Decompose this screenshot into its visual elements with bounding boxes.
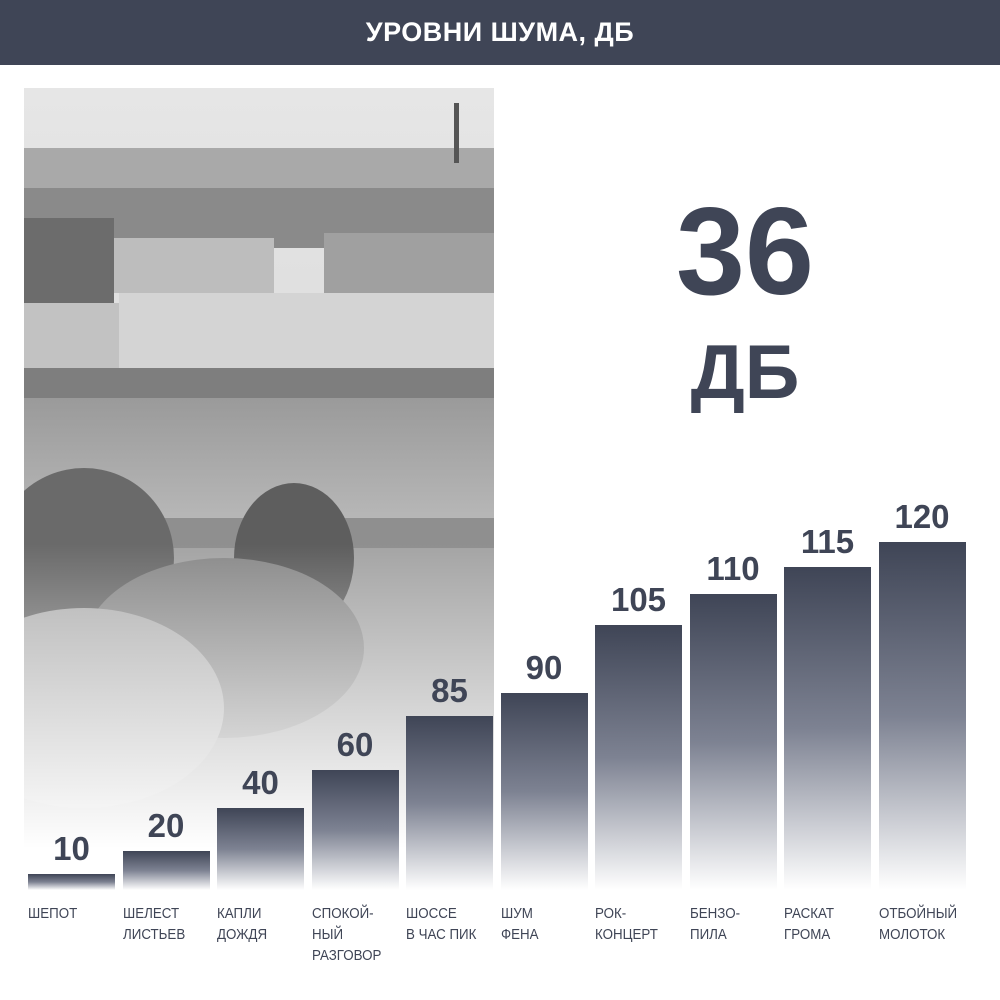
category-label-line: РАСКАТ	[784, 906, 835, 922]
value-label: 10	[53, 830, 90, 867]
value-label: 110	[706, 550, 760, 587]
category-label: БЕНЗО- ПИЛА	[690, 904, 782, 946]
value-label: 60	[336, 726, 374, 763]
page-title: УРОВНИ ШУМА, ДБ	[365, 17, 635, 47]
bar-9	[784, 567, 871, 890]
category-label: РАСКАТ ГРОМА	[784, 904, 876, 946]
category-label-line: ДОЖДЯ	[217, 927, 268, 943]
bar-5	[406, 716, 493, 890]
category-label-line: ГРОМА	[784, 927, 831, 943]
category-label-line: РАЗГОВОР	[311, 948, 381, 964]
category-label-line: ШОССЕ	[406, 906, 457, 922]
value-label: 40	[242, 764, 279, 801]
category-label: ШУМ ФЕНА	[501, 904, 593, 946]
value-label: 20	[147, 807, 185, 844]
category-label: РОК- КОНЦЕРТ	[595, 904, 687, 946]
bar-2	[122, 851, 210, 890]
highlight-unit: ДБ	[690, 330, 800, 415]
header-bar: УРОВНИ ШУМА, ДБ	[0, 0, 1000, 65]
bar-10	[878, 542, 966, 890]
category-label-line: В ЧАС ПИК	[406, 927, 477, 943]
category-label: КАПЛИ ДОЖДЯ	[217, 904, 309, 946]
category-label-line: ОТБОЙНЫЙ	[878, 906, 957, 922]
category-label-line: ШЕЛЕСТ	[122, 906, 179, 922]
category-label-line: ШУМ	[500, 906, 533, 922]
category-label-line: ФЕНА	[500, 927, 539, 943]
category-label: ШОССЕ В ЧАС ПИК	[406, 904, 498, 946]
category-label-line: ЛИСТЬЕВ	[122, 927, 185, 943]
category-label: СПОКОЙ- НЫЙ РАЗГОВОР	[312, 904, 404, 967]
category-label-line: РОК-	[595, 906, 627, 922]
value-label: 90	[525, 649, 563, 686]
category-label-line: КАПЛИ	[217, 906, 262, 922]
value-label: 115	[800, 523, 855, 560]
category-label-line: КОНЦЕРТ	[595, 927, 658, 943]
category-label-line: ПИЛА	[689, 927, 727, 943]
bar-1	[28, 874, 115, 890]
highlight-value: 36	[676, 183, 814, 321]
category-label-line: БЕНЗО-	[689, 906, 740, 922]
category-label: ШЕЛЕСТ ЛИСТЬЕВ	[123, 904, 215, 946]
value-label: 120	[894, 498, 950, 535]
bar-7	[595, 625, 682, 890]
bar-3	[217, 808, 304, 890]
category-label: ШЕПОТ	[28, 904, 120, 925]
category-label-line: НЫЙ	[311, 927, 343, 943]
bar-6	[500, 693, 588, 890]
category-label-line: МОЛОТОК	[878, 927, 945, 943]
category-label-line: СПОКОЙ-	[311, 906, 374, 922]
category-label: ОТБОЙНЫЙ МОЛОТОК	[879, 904, 971, 946]
category-label-line: ШЕПОТ	[28, 906, 78, 922]
value-label: 105	[610, 581, 667, 618]
bar-8	[689, 594, 777, 890]
value-label: 85	[431, 672, 468, 709]
bar-4	[311, 770, 399, 890]
